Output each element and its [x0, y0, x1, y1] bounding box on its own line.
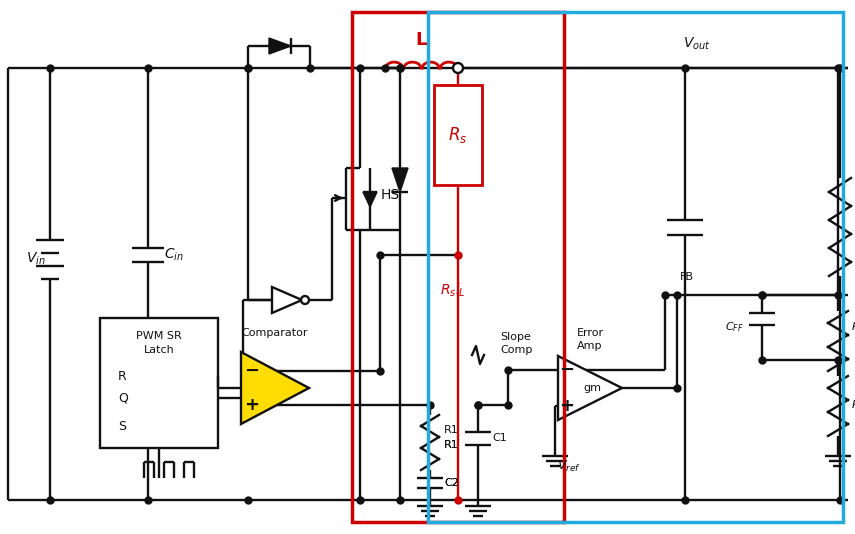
Text: Comparator: Comparator	[242, 328, 309, 338]
Polygon shape	[269, 38, 291, 54]
Text: +: +	[245, 396, 260, 414]
Bar	[100, 318, 218, 448]
Text: PWM SR: PWM SR	[136, 331, 182, 341]
Text: C2: C2	[444, 478, 459, 488]
Bar	[434, 85, 482, 185]
Text: R1: R1	[444, 425, 459, 435]
Text: C1: C1	[492, 433, 507, 443]
Text: $R_s$: $R_s$	[448, 125, 468, 145]
Text: Latch: Latch	[144, 345, 174, 355]
Text: R1: R1	[444, 440, 459, 450]
Polygon shape	[241, 352, 309, 424]
Text: gm: gm	[583, 383, 601, 393]
Circle shape	[453, 63, 463, 73]
Text: $V_{out}$: $V_{out}$	[683, 36, 711, 52]
Text: $R_{FB1}$: $R_{FB1}$	[851, 320, 855, 334]
Text: −: −	[245, 362, 260, 380]
Text: Comp: Comp	[500, 345, 533, 355]
Polygon shape	[558, 356, 622, 420]
Text: +: +	[559, 397, 575, 415]
Text: $R_s i_L$: $R_s i_L$	[440, 281, 466, 299]
Text: Amp: Amp	[577, 341, 603, 351]
Text: $R_{FB2}$: $R_{FB2}$	[851, 398, 855, 412]
Text: −: −	[559, 361, 575, 379]
Text: Slope: Slope	[500, 332, 531, 342]
Polygon shape	[272, 287, 302, 313]
Text: Q: Q	[118, 391, 128, 404]
Circle shape	[301, 296, 309, 304]
Text: $C_{FF}$: $C_{FF}$	[725, 320, 744, 334]
Polygon shape	[392, 168, 408, 192]
Bar	[352, 12, 564, 522]
Bar	[428, 12, 843, 522]
Text: $V_{in}$: $V_{in}$	[27, 251, 46, 267]
Text: R1: R1	[444, 440, 459, 450]
Text: R: R	[118, 370, 127, 382]
Text: L: L	[416, 31, 427, 49]
Text: S: S	[118, 420, 126, 433]
Text: C2: C2	[444, 478, 459, 488]
Text: $C_{in}$: $C_{in}$	[164, 247, 184, 263]
Text: $V_{ref}$: $V_{ref}$	[557, 459, 581, 474]
Text: Error: Error	[576, 328, 604, 338]
Polygon shape	[363, 192, 377, 207]
Text: FB: FB	[680, 272, 694, 282]
Text: HS: HS	[380, 188, 399, 202]
